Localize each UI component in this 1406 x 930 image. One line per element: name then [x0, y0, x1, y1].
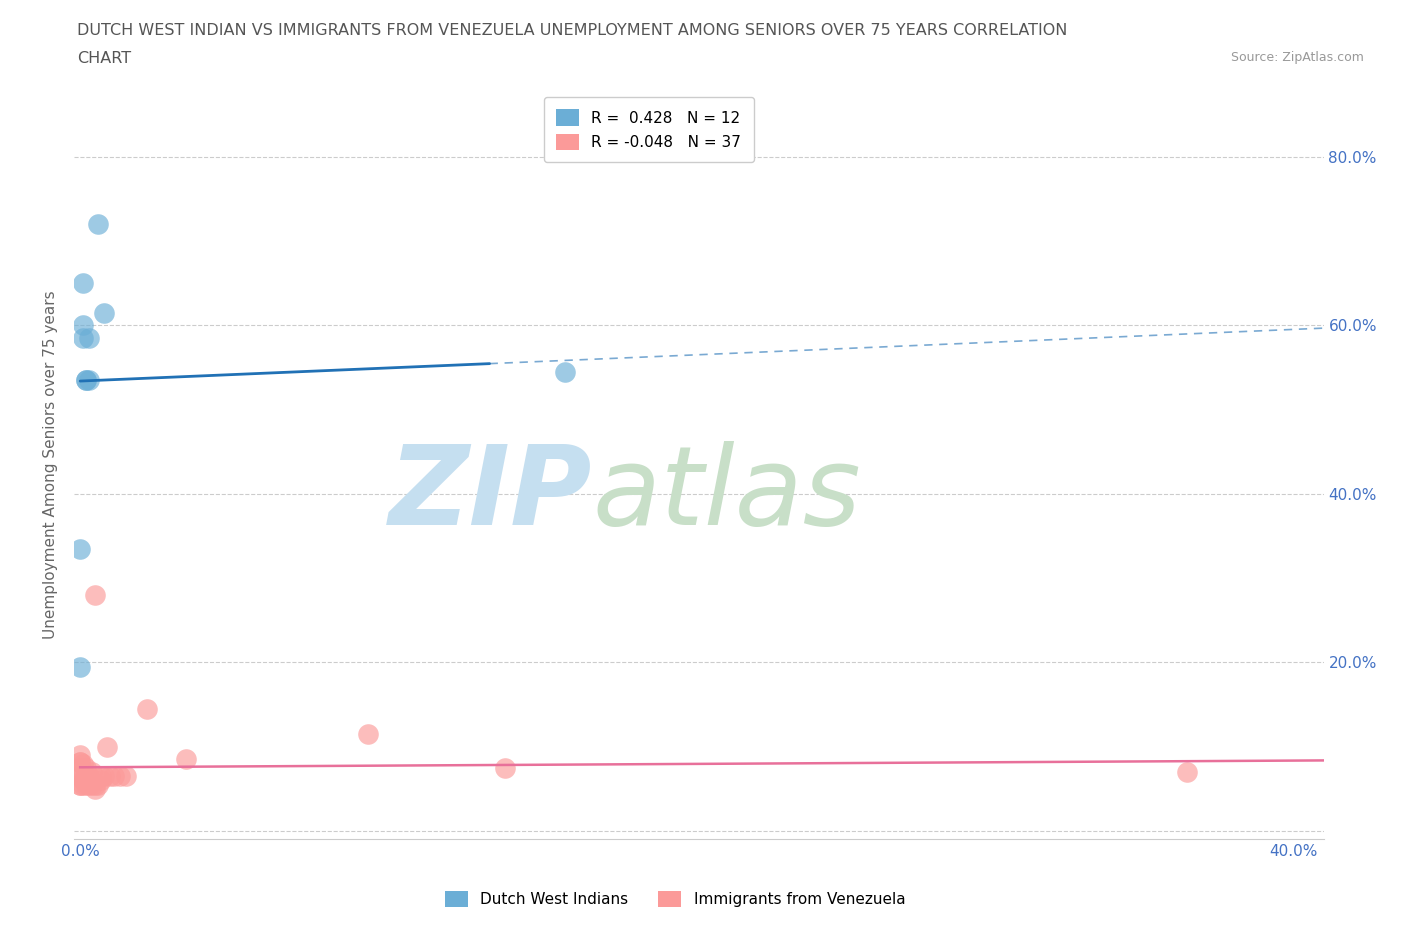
Point — [72, 764, 94, 779]
Point — [69, 748, 91, 763]
Point — [75, 773, 97, 788]
Point — [77, 773, 100, 788]
Point — [103, 769, 125, 784]
Point — [72, 756, 94, 771]
Point — [72, 773, 94, 788]
Point — [69, 541, 91, 556]
Point — [75, 777, 97, 792]
Point — [69, 761, 91, 776]
Point — [87, 217, 110, 232]
Legend: Dutch West Indians, Immigrants from Venezuela: Dutch West Indians, Immigrants from Vene… — [439, 884, 911, 913]
Point — [69, 777, 91, 792]
Legend: R =  0.428   N = 12, R = -0.048   N = 37: R = 0.428 N = 12, R = -0.048 N = 37 — [544, 97, 754, 163]
Point — [90, 773, 112, 788]
Point — [357, 726, 380, 741]
Point — [72, 276, 94, 291]
Point — [77, 330, 100, 345]
Point — [75, 373, 97, 388]
Point — [75, 373, 97, 388]
Point — [77, 769, 100, 784]
Point — [72, 318, 94, 333]
Point — [84, 777, 107, 792]
Point — [69, 754, 91, 769]
Point — [75, 769, 97, 784]
Point — [554, 365, 576, 379]
Point — [69, 754, 91, 769]
Point — [108, 769, 131, 784]
Point — [69, 659, 91, 674]
Point — [1175, 764, 1198, 779]
Point — [84, 781, 107, 796]
Y-axis label: Unemployment Among Seniors over 75 years: Unemployment Among Seniors over 75 years — [44, 290, 58, 639]
Point — [75, 761, 97, 776]
Point — [72, 330, 94, 345]
Point — [69, 769, 91, 784]
Text: Source: ZipAtlas.com: Source: ZipAtlas.com — [1230, 51, 1364, 64]
Point — [84, 588, 107, 603]
Point — [100, 769, 122, 784]
Point — [82, 777, 104, 792]
Point — [77, 777, 100, 792]
Point — [87, 777, 110, 792]
Text: ZIP: ZIP — [389, 441, 593, 548]
Point — [72, 777, 94, 792]
Point — [176, 751, 198, 766]
Point — [96, 739, 118, 754]
Point — [93, 769, 115, 784]
Point — [82, 764, 104, 779]
Point — [69, 777, 91, 792]
Text: DUTCH WEST INDIAN VS IMMIGRANTS FROM VENEZUELA UNEMPLOYMENT AMONG SENIORS OVER 7: DUTCH WEST INDIAN VS IMMIGRANTS FROM VEN… — [77, 23, 1067, 38]
Text: atlas: atlas — [593, 441, 862, 548]
Text: CHART: CHART — [77, 51, 131, 66]
Point — [114, 769, 136, 784]
Point — [494, 761, 516, 776]
Point — [77, 373, 100, 388]
Point — [93, 305, 115, 320]
Point — [90, 769, 112, 784]
Point — [135, 701, 157, 716]
